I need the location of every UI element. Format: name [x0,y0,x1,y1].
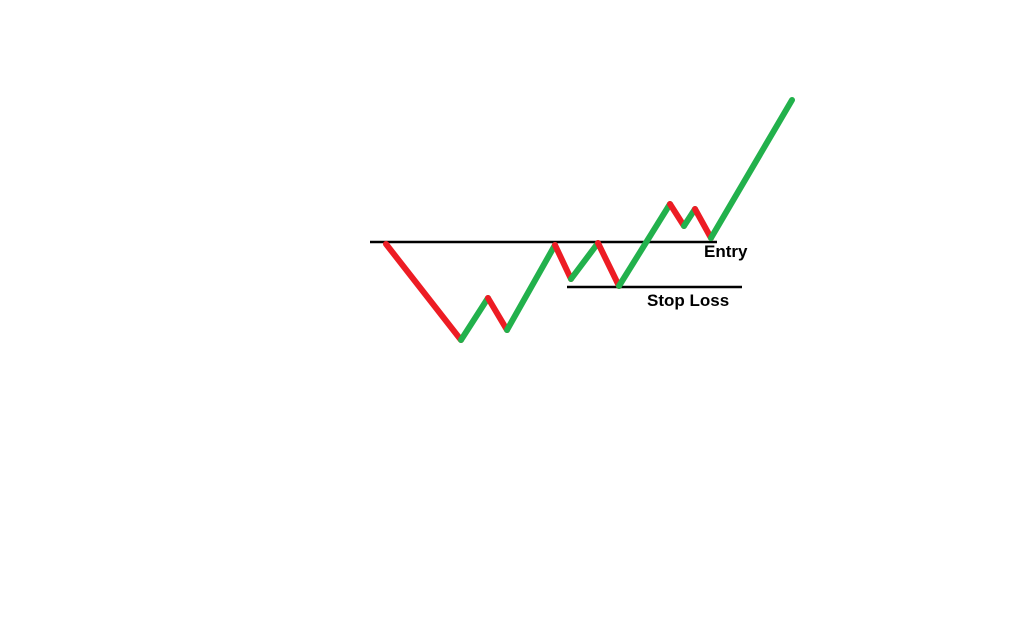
price-leg-down [692,206,714,241]
price-leg-down [667,201,687,229]
price-leg-up [616,201,673,289]
price-leg-up [458,295,491,343]
price-leg-down [485,295,510,333]
price-leg-up [568,240,601,282]
price-leg-down [383,241,464,343]
price-leg-down [595,240,622,289]
entry-label: Entry [704,242,748,261]
price-leg-down [552,242,574,282]
price-path [383,97,795,343]
price-leg-up [504,242,558,333]
price-leg-up [708,97,795,241]
stop-loss-label: Stop Loss [647,291,730,310]
